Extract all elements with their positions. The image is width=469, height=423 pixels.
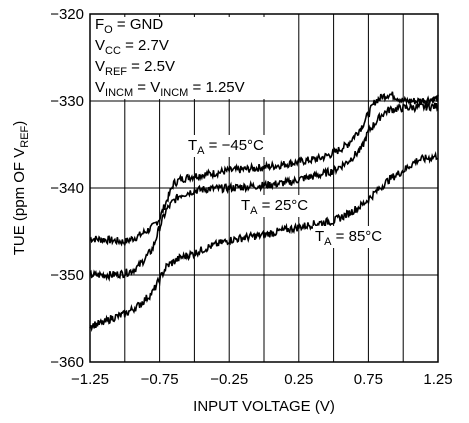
series-label-m45-sub: A bbox=[197, 145, 205, 157]
condition-vref: VREF = 2.5V bbox=[95, 58, 175, 78]
series-label-85-sub: A bbox=[324, 236, 332, 248]
series-label-m45-main: T bbox=[188, 137, 197, 154]
series-label-25: TA = 25°C bbox=[241, 197, 308, 217]
x-tick-label: 0.25 bbox=[284, 371, 313, 388]
condition-vref-sub: REF bbox=[105, 66, 127, 78]
condition-vincm-main: V bbox=[95, 79, 105, 96]
y-tick-label: −350 bbox=[50, 267, 84, 284]
condition-vref-main: V bbox=[95, 58, 105, 75]
x-tick-label: 0.75 bbox=[354, 371, 383, 388]
condition-vcc-rest: = 2.7V bbox=[121, 37, 169, 54]
series-label-25-sub: A bbox=[250, 205, 258, 217]
series-curves bbox=[89, 91, 439, 333]
condition-vcc-main: V bbox=[95, 37, 105, 54]
x-tick-label: −1.25 bbox=[71, 371, 109, 388]
y-tick-label: −320 bbox=[50, 6, 84, 23]
y-tick-label: −330 bbox=[50, 93, 84, 110]
condition-vincm-sub: INCM bbox=[105, 87, 133, 99]
series-label-85: TA = 85°C bbox=[315, 228, 382, 248]
condition-fo-main: F bbox=[95, 16, 104, 33]
curve-ta-85 bbox=[89, 150, 439, 333]
condition-fo: FO = GND bbox=[95, 16, 163, 36]
y-tick-label: −340 bbox=[50, 180, 84, 197]
label-backdrop-25 bbox=[239, 195, 319, 217]
condition-vincm-rest2: = 1.25V bbox=[188, 79, 244, 96]
y-axis-label: TUE (ppm OF VREF) bbox=[11, 121, 31, 256]
curve-ta-minus45 bbox=[89, 91, 439, 247]
x-tick-label: 1.25 bbox=[423, 371, 452, 388]
x-axis-label: INPUT VOLTAGE (V) bbox=[193, 398, 335, 415]
label-backdrop-m45 bbox=[186, 135, 272, 157]
label-backdrop-85 bbox=[313, 226, 393, 248]
series-label-85-rest: = 85°C bbox=[332, 228, 383, 245]
condition-vincm-sub2: INCM bbox=[160, 87, 188, 99]
condition-vincm-rest: = V bbox=[133, 79, 160, 96]
series-labels: TA = −45°C TA = 25°C TA = 85°C bbox=[186, 135, 393, 248]
x-tick-labels: −1.25 −0.75 −0.25 0.25 0.75 1.25 bbox=[71, 371, 453, 388]
series-label-25-rest: = 25°C bbox=[258, 197, 309, 214]
condition-fo-rest: = GND bbox=[113, 16, 164, 33]
y-axis-label-main: TUE (ppm OF V bbox=[11, 148, 28, 256]
condition-vref-rest: = 2.5V bbox=[127, 58, 175, 75]
series-label-m45: TA = −45°C bbox=[188, 137, 264, 157]
y-axis-label-end: ) bbox=[11, 121, 28, 126]
curve-ta-25 bbox=[89, 100, 439, 282]
y-axis-label-sub: REF bbox=[19, 125, 31, 147]
condition-fo-sub: O bbox=[104, 24, 113, 36]
test-conditions: FO = GND VCC = 2.7V VREF = 2.5V VINCM = … bbox=[93, 16, 269, 99]
condition-vcc-sub: CC bbox=[105, 45, 121, 57]
x-tick-label: −0.75 bbox=[141, 371, 179, 388]
y-tick-labels: −360 −350 −340 −330 −320 bbox=[50, 6, 84, 371]
x-tick-label: −0.25 bbox=[210, 371, 248, 388]
series-label-85-main: T bbox=[315, 228, 324, 245]
y-tick-label: −360 bbox=[50, 354, 84, 371]
conditions-backdrop bbox=[93, 17, 269, 99]
condition-vincm: VINCM = VINCM = 1.25V bbox=[95, 79, 245, 99]
plot-frame bbox=[89, 13, 439, 363]
series-label-m45-rest: = −45°C bbox=[205, 137, 265, 154]
condition-vcc: VCC = 2.7V bbox=[95, 37, 169, 57]
series-label-25-main: T bbox=[241, 197, 250, 214]
